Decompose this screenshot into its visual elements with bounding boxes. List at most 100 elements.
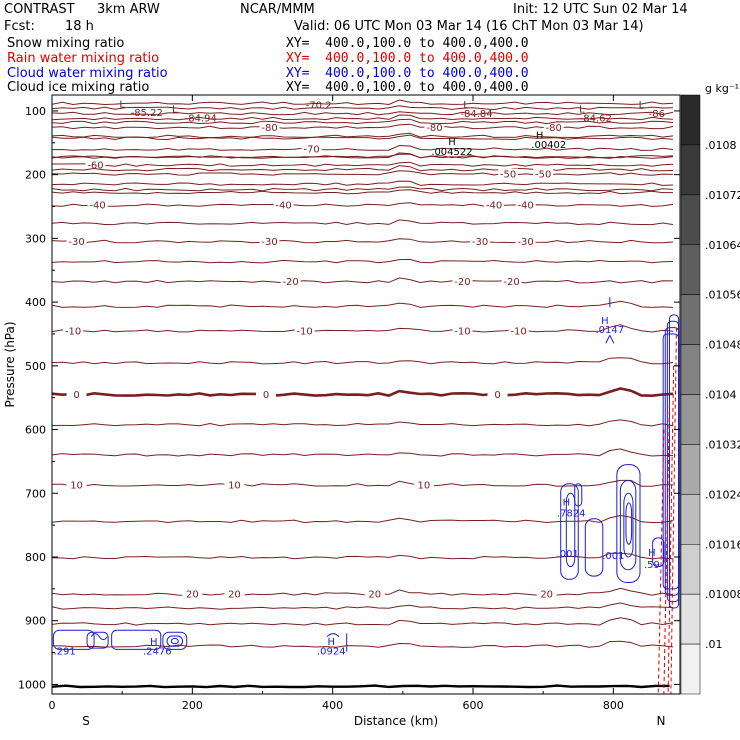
isotherm-label-bg — [294, 325, 315, 337]
isotherm-label: 10 — [418, 480, 431, 491]
cloud-water-label: .59 — [644, 560, 660, 571]
isotherm-label-bg — [543, 121, 564, 133]
y-tick-label: 800 — [25, 551, 46, 564]
header-init: Init: 12 UTC Sun 02 Mar 14 — [513, 2, 688, 17]
isotherm-label: 20 — [186, 589, 199, 600]
isotherm-minor — [52, 514, 674, 524]
isotherm-label: -60 — [87, 161, 103, 172]
x-tick-label: 400 — [322, 699, 343, 712]
isotherm-label-bg — [413, 479, 434, 491]
field-rain-label: Rain water mixing ratio — [7, 51, 160, 66]
isotherm-label: -70 — [303, 145, 319, 156]
colorbar-label: .0104 — [705, 389, 737, 402]
cloud-water-label: H — [328, 637, 336, 648]
isotherm-minor — [52, 219, 674, 226]
colorbar-unit: g kg⁻¹ — [705, 82, 739, 95]
cloud-contour — [90, 633, 108, 641]
isotherm-label: -40 — [486, 201, 502, 212]
isotherm-label-bg — [87, 199, 108, 211]
isotherm-label-bg — [273, 199, 294, 211]
cloud-contour — [111, 629, 162, 650]
cloud-contour — [574, 483, 583, 507]
colorbar-label: .01072 — [705, 189, 740, 202]
colorbar-label: .01056 — [705, 289, 740, 302]
isotherm-label-bg — [470, 236, 491, 248]
isotherm-label: -30 — [68, 237, 84, 248]
cloud-contour — [584, 518, 604, 577]
cloud-water-label: H — [563, 498, 571, 509]
cloud-contour — [560, 483, 579, 580]
isotherm-label-bg — [533, 168, 554, 180]
cloud-contour — [619, 480, 637, 571]
isotherm-label-bg — [487, 389, 508, 400]
contour-max-label: .00402 — [531, 140, 566, 151]
colorbar-swatch — [680, 344, 701, 395]
isotherm-label-bg — [280, 276, 301, 288]
isotherm-label: 20 — [540, 589, 553, 600]
isotherm-minor — [52, 186, 674, 192]
isotherm--40 — [52, 202, 674, 207]
isotherm-minor — [52, 152, 674, 159]
isotherm--20 — [52, 277, 674, 284]
isotherm-label-bg — [256, 389, 277, 400]
isotherm-label: 10 — [70, 480, 83, 491]
contour-min-label: -84.84 — [460, 109, 492, 120]
cloud-water-label: .001 — [602, 551, 624, 562]
colorbar-swatch — [680, 244, 701, 295]
isotherm-label-bg — [85, 159, 106, 171]
isotherm-label-bg — [501, 276, 522, 288]
isotherm-minor — [52, 357, 674, 365]
cloud-water-label: .2476 — [143, 647, 172, 658]
y-tick-label: 300 — [25, 232, 46, 245]
colorbar-swatch — [680, 444, 701, 495]
colorbar-swatch — [680, 294, 701, 345]
cloud-water-label: H — [150, 637, 158, 648]
y-tick-label: 100 — [25, 105, 46, 118]
isotherm-minor — [52, 258, 674, 264]
cloud-contour — [86, 631, 109, 649]
header-model: 3km ARW — [97, 2, 160, 17]
y-tick-label: 200 — [25, 169, 46, 182]
field-cloudwater-label: Cloud water mixing ratio — [7, 66, 168, 81]
contour-min-label: -84.62 — [580, 113, 612, 124]
contour-min-label: L — [463, 100, 469, 111]
isotherm-minor — [52, 640, 674, 648]
contour-min-label: L — [172, 104, 178, 115]
isotherm-minor — [52, 448, 674, 457]
isotherm--10 — [52, 324, 674, 333]
y-tick-label: 1000 — [18, 678, 46, 691]
header-valid: Valid: 06 UTC Mon 03 Mar 14 (16 ChT Mon … — [294, 19, 644, 34]
cloud-water-label: .001 — [557, 549, 579, 560]
header-experiment: CONTRAST — [4, 2, 75, 17]
isotherm-minor — [52, 132, 674, 139]
x-tick-label: 0 — [49, 699, 56, 712]
rain-water-contour — [663, 404, 670, 694]
isotherm-label: -40 — [275, 201, 291, 212]
isotherm-minor — [52, 300, 674, 308]
contour-min-label: L — [579, 104, 585, 115]
isotherm-minor — [52, 189, 673, 195]
isotherm--80 — [52, 123, 674, 130]
isotherm-minor — [52, 105, 674, 111]
cloud-contour — [623, 492, 634, 558]
header-institution: NCAR/MMM — [240, 2, 315, 17]
rain-water-contour — [657, 429, 665, 694]
isotherm-label: -20 — [503, 277, 519, 288]
isotherm-minor — [52, 111, 674, 116]
y-tick-label: 900 — [25, 615, 46, 628]
isotherm-label-bg — [66, 236, 87, 248]
isotherm-10 — [52, 479, 674, 487]
y-tick-label: 700 — [25, 487, 46, 500]
isotherm-minor — [52, 114, 674, 121]
isotherm-label: 20 — [228, 589, 241, 600]
isotherm-label: -80 — [546, 123, 562, 134]
isotherm-label-bg — [452, 325, 473, 337]
contour-min-label: L — [119, 99, 125, 110]
isotherm--60 — [52, 161, 674, 167]
isotherm-label: -10 — [454, 326, 470, 337]
cloud-contour — [52, 629, 95, 650]
cloud-water-label: .0147 — [596, 325, 625, 336]
isotherm-label-bg — [63, 325, 84, 337]
contour-min-label: -70.2 — [306, 101, 332, 112]
